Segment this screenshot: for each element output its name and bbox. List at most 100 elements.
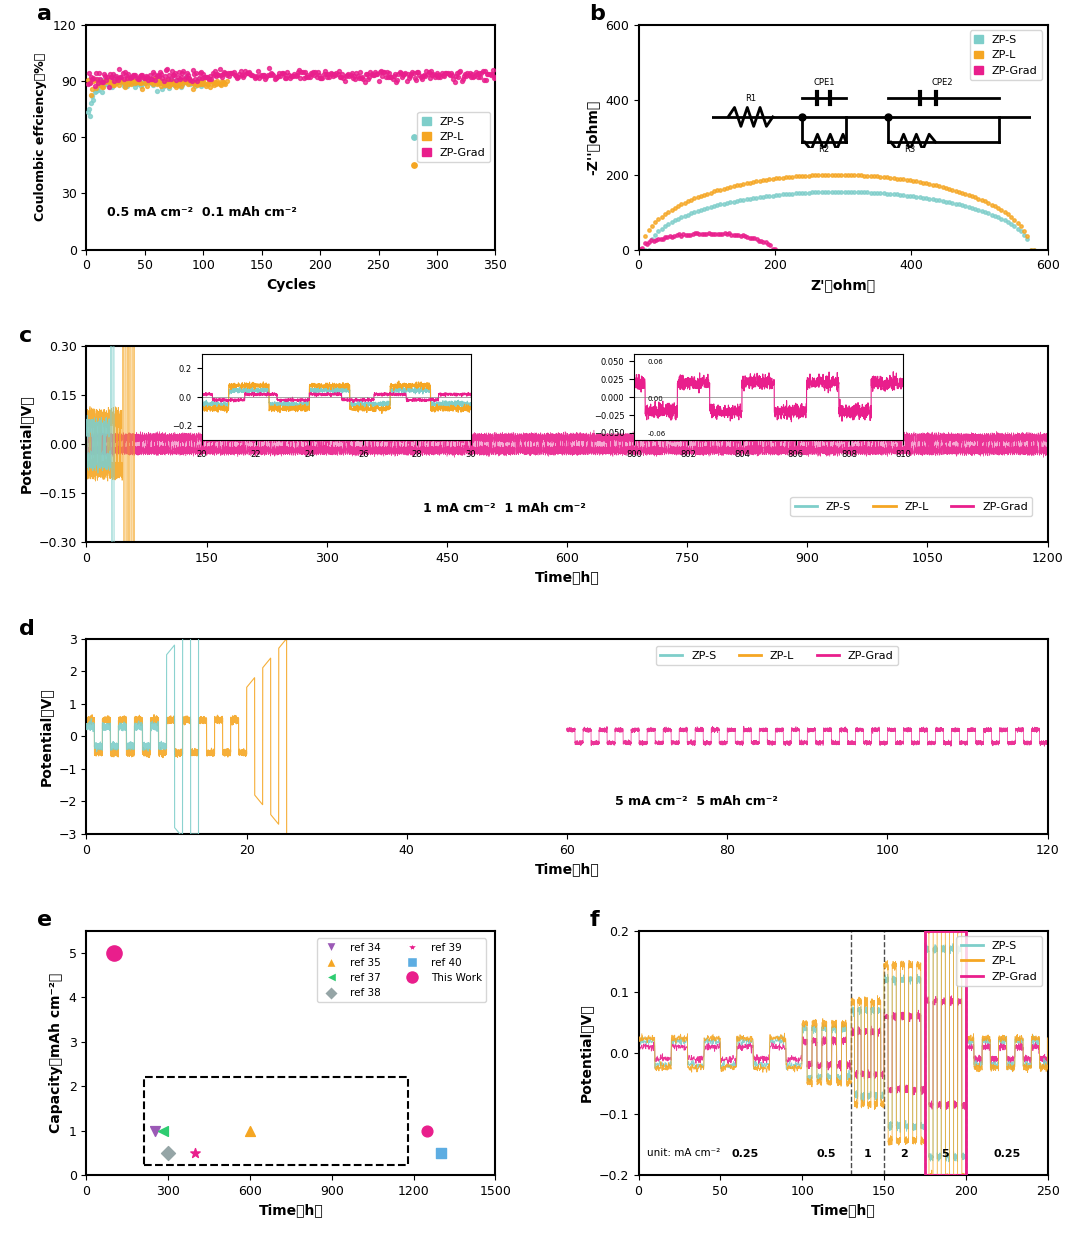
Point	[653, 207, 671, 226]
Point	[437, 63, 455, 83]
Point	[98, 73, 116, 93]
Point	[941, 179, 958, 199]
Point	[197, 77, 214, 96]
Point	[957, 184, 974, 204]
Point	[416, 66, 433, 85]
Point	[377, 67, 394, 87]
Point	[86, 83, 104, 103]
Point	[673, 226, 690, 246]
Point	[794, 166, 811, 186]
Point	[456, 66, 473, 85]
Point	[1025, 240, 1042, 260]
Point	[908, 172, 926, 192]
Point	[203, 71, 220, 90]
Point	[336, 71, 353, 90]
Point	[206, 61, 224, 80]
Point	[976, 192, 994, 212]
Point	[778, 167, 795, 187]
Point	[823, 182, 840, 202]
Point	[389, 71, 406, 90]
Point	[375, 62, 392, 82]
X-axis label: Time（h）: Time（h）	[535, 570, 599, 584]
Point	[692, 186, 710, 205]
Point	[192, 63, 210, 83]
Point	[754, 187, 771, 207]
Point	[721, 193, 739, 213]
Point	[82, 67, 99, 87]
Point	[345, 68, 362, 88]
Point	[679, 204, 697, 224]
Point	[138, 77, 156, 96]
Point	[326, 64, 343, 84]
Point	[839, 165, 856, 184]
Point	[243, 66, 260, 85]
Point	[960, 186, 977, 205]
Point	[136, 73, 153, 93]
Point	[322, 63, 339, 83]
Point	[135, 68, 152, 88]
Point	[95, 71, 112, 90]
Point	[86, 75, 104, 95]
Point	[649, 229, 666, 249]
Point	[150, 66, 167, 85]
Text: 0.5: 0.5	[816, 1149, 837, 1159]
Point	[176, 69, 193, 89]
Point	[771, 184, 788, 204]
Point	[96, 72, 113, 92]
Point	[954, 183, 971, 203]
Point	[91, 75, 108, 95]
Point	[381, 68, 399, 88]
Point	[166, 63, 184, 83]
Point	[1022, 240, 1039, 260]
Point	[307, 62, 324, 82]
Y-axis label: Potential（V）: Potential（V）	[18, 395, 32, 494]
Point	[397, 71, 415, 90]
Point	[320, 64, 337, 84]
Point	[374, 66, 391, 85]
Point	[205, 66, 222, 85]
Point	[282, 66, 299, 85]
Point	[79, 103, 96, 122]
Point	[188, 73, 205, 93]
Point	[216, 73, 233, 93]
Point	[813, 182, 831, 202]
Point	[787, 167, 805, 187]
Point	[833, 165, 850, 184]
Point	[338, 66, 355, 85]
Y-axis label: -Z''（ohm）: -Z''（ohm）	[585, 99, 599, 174]
Point	[705, 182, 723, 202]
Point	[957, 197, 974, 216]
Point	[129, 68, 146, 88]
Point	[144, 72, 161, 92]
Point	[234, 67, 252, 87]
Point	[885, 168, 902, 188]
Point	[125, 72, 143, 92]
Point	[924, 189, 942, 209]
Point	[644, 216, 661, 236]
Point	[366, 63, 383, 83]
Point	[440, 64, 457, 84]
Point	[108, 68, 125, 88]
Point	[823, 165, 840, 184]
Point	[161, 78, 178, 98]
Point	[732, 226, 750, 246]
Point	[190, 72, 207, 92]
Point	[89, 71, 106, 90]
Point	[149, 66, 166, 85]
Point	[310, 66, 327, 85]
Point	[771, 168, 788, 188]
Point	[183, 71, 200, 90]
Point	[154, 77, 172, 96]
Point	[761, 235, 779, 255]
Point	[116, 73, 133, 93]
Point	[472, 67, 489, 87]
Point	[177, 72, 194, 92]
Point	[321, 68, 338, 88]
Point	[191, 63, 208, 83]
Point	[80, 63, 97, 83]
Point	[461, 63, 478, 83]
Point	[333, 67, 350, 87]
Text: 0.25: 0.25	[994, 1149, 1021, 1159]
Point	[934, 177, 951, 197]
Point	[454, 69, 471, 89]
